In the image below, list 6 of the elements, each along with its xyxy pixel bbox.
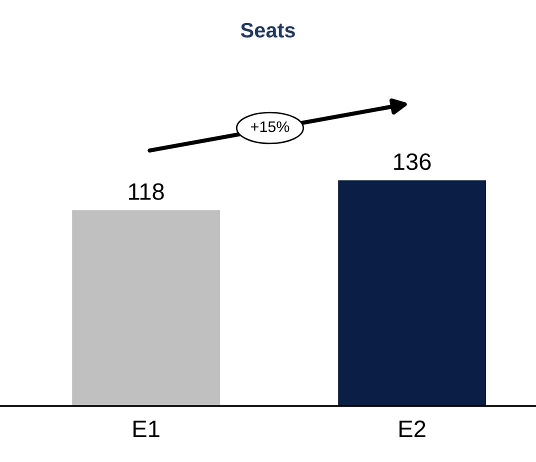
text: +15% bbox=[250, 121, 290, 132]
x-tick-label: E1 bbox=[134, 420, 160, 437]
data-label: 136 bbox=[394, 153, 431, 170]
chart-title: Seats bbox=[240, 22, 295, 38]
x-tick-label: E2 bbox=[400, 420, 426, 437]
data-label: 118 bbox=[129, 183, 164, 200]
